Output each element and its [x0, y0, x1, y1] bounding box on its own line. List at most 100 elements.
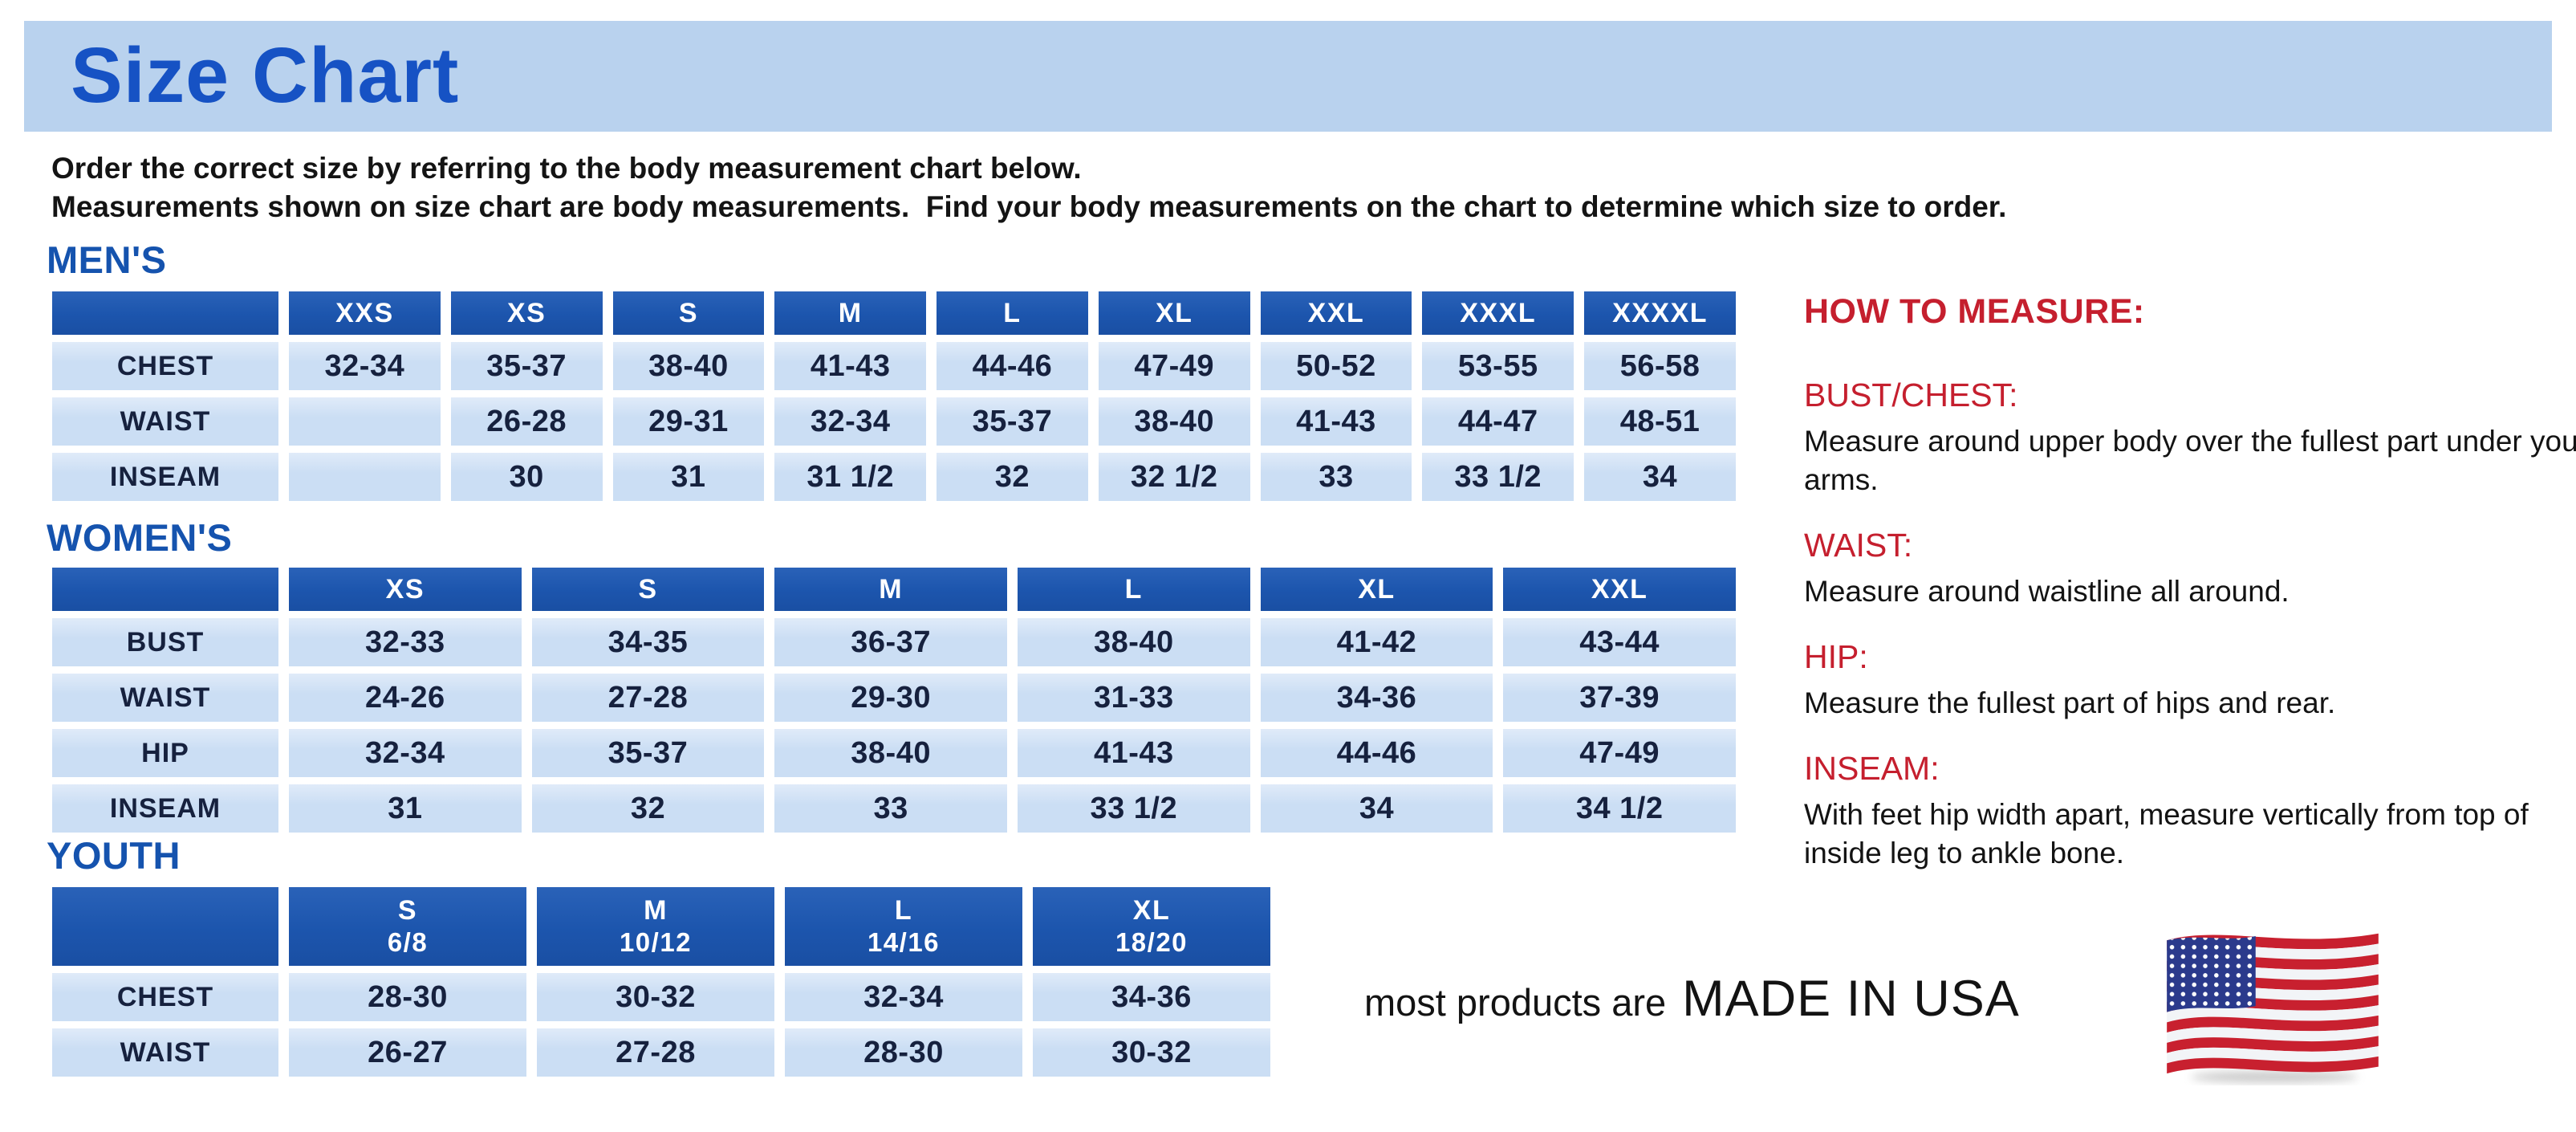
mens-data-cell: 38-40	[612, 342, 765, 390]
womens-data-cell: 31-33	[1017, 674, 1250, 722]
womens-data-cell: 36-37	[774, 618, 1007, 666]
size-letter: XL	[1132, 895, 1171, 926]
womens-data-cell: 27-28	[531, 674, 765, 722]
mens-column-header: M	[774, 291, 927, 335]
measure-section-inseam: INSEAM: With feet hip width apart, measu…	[1804, 750, 2576, 873]
measure-section-waist: WAIST: Measure around waistline all arou…	[1804, 527, 2576, 611]
mens-table-row: WAIST 26-28 29-31 32-34 35-37 38-40 41-43 44-47…	[52, 397, 1736, 446]
flag-stripe	[2167, 933, 2379, 951]
mens-data-cell: 32-34	[289, 342, 441, 390]
youth-table-row: WAIST 26-27 27-28 28-30 30-32	[52, 1028, 1270, 1077]
womens-data-cell: 37-39	[1503, 674, 1736, 722]
youth-data-cell: 30-32	[537, 973, 774, 1021]
womens-data-cell: 35-37	[531, 729, 765, 777]
flag-stars	[2167, 935, 2256, 1012]
size-range: 14/16	[867, 926, 941, 957]
measure-section-text: Measure around upper body over the fulle…	[1804, 425, 2576, 496]
mens-column-header: XXXXL	[1584, 291, 1736, 335]
mens-size-table-container: XXS XS S M L XL XXL XXXL XXXXL CHEST 32-34 35-37 38-…	[42, 284, 1746, 508]
mens-data-cell: 38-40	[1098, 397, 1250, 446]
size-range: 18/20	[1115, 926, 1188, 957]
youth-data-cell: 28-30	[785, 1028, 1022, 1077]
mens-data-cell: 32-34	[774, 397, 927, 446]
mens-row-label: INSEAM	[52, 453, 278, 501]
size-range: 10/12	[619, 926, 693, 957]
measure-section-hip: HIP: Measure the fullest part of hips an…	[1804, 638, 2576, 723]
mens-column-header: XXXL	[1422, 291, 1574, 335]
page-title: Size Chart	[71, 31, 460, 119]
mens-data-cell: 32	[937, 453, 1088, 501]
youth-table-row: CHEST 28-30 30-32 32-34 34-36	[52, 973, 1270, 1021]
womens-column-header: XL	[1260, 568, 1493, 611]
womens-table-row: HIP 32-34 35-37 38-40 41-43 44-46 47-49	[52, 729, 1736, 777]
womens-data-cell: 41-42	[1260, 618, 1493, 666]
womens-data-cell: 47-49	[1503, 729, 1736, 777]
youth-row-label: CHEST	[52, 973, 278, 1021]
youth-data-cell: 27-28	[537, 1028, 774, 1077]
womens-column-header: XXL	[1503, 568, 1736, 611]
mens-data-cell: 35-37	[450, 342, 603, 390]
mens-column-header: L	[937, 291, 1088, 335]
mens-column-header: XXL	[1260, 291, 1412, 335]
made-in-usa-prefix: most products are	[1364, 981, 1667, 1024]
womens-data-cell: 32	[531, 784, 765, 833]
how-to-measure-panel: HOW TO MEASURE: BUST/CHEST: Measure arou…	[1804, 292, 2576, 873]
youth-size-table: S 6/8 M 10/12 L 14/16 XL 18/20 CHEST 28-30 30-32 32…	[42, 880, 1281, 1084]
mens-data-cell: 44-46	[937, 342, 1088, 390]
youth-data-cell: 26-27	[289, 1028, 526, 1077]
mens-data-cell	[289, 397, 441, 446]
womens-column-header: XS	[289, 568, 522, 611]
womens-table-row: WAIST 24-26 27-28 29-30 31-33 34-36 37-39	[52, 674, 1736, 722]
youth-data-cell: 34-36	[1033, 973, 1270, 1021]
womens-column-header: S	[531, 568, 765, 611]
intro-line-2: Measurements shown on size chart are bod…	[51, 190, 2007, 223]
womens-table-corner-cell	[52, 568, 278, 611]
us-flag-icon	[2167, 933, 2379, 1083]
mens-row-label: CHEST	[52, 342, 278, 390]
womens-row-label: WAIST	[52, 674, 278, 722]
size-letter: L	[894, 895, 913, 926]
how-to-measure-heading: HOW TO MEASURE:	[1804, 292, 2145, 331]
section-heading-mens: MEN'S	[47, 238, 167, 281]
size-range: 6/8	[387, 926, 429, 957]
measure-section-text: Measure the fullest part of hips and rea…	[1804, 686, 2336, 719]
youth-column-header: L 14/16	[785, 887, 1022, 966]
size-letter: S	[397, 895, 418, 926]
womens-row-label: INSEAM	[52, 784, 278, 833]
womens-data-cell: 34-35	[531, 618, 765, 666]
youth-row-label: WAIST	[52, 1028, 278, 1077]
womens-data-cell: 29-30	[774, 674, 1007, 722]
youth-column-header: M 10/12	[537, 887, 774, 966]
title-banner: Size Chart	[24, 21, 2552, 132]
womens-row-label: HIP	[52, 729, 278, 777]
womens-row-label: BUST	[52, 618, 278, 666]
mens-size-table: XXS XS S M L XL XXL XXXL XXXXL CHEST 32-34 35-37 38-…	[42, 284, 1746, 508]
flag-shadow	[2190, 1070, 2359, 1083]
flag-stripe	[2167, 1046, 2379, 1064]
mens-column-header: XXS	[289, 291, 441, 335]
mens-column-header: S	[612, 291, 765, 335]
mens-data-cell: 35-37	[937, 397, 1088, 446]
measure-section-label: HIP:	[1804, 638, 1868, 675]
youth-data-cell: 30-32	[1033, 1028, 1270, 1077]
womens-data-cell: 24-26	[289, 674, 522, 722]
womens-data-cell: 34-36	[1260, 674, 1493, 722]
womens-data-cell: 38-40	[774, 729, 1007, 777]
womens-data-cell: 32-34	[289, 729, 522, 777]
mens-data-cell: 41-43	[774, 342, 927, 390]
intro-text: Order the correct size by referring to t…	[51, 149, 2006, 226]
youth-size-table-container: S 6/8 M 10/12 L 14/16 XL 18/20 CHEST 28-30 30-32 32…	[42, 880, 1281, 1084]
flag-stripe	[2167, 1036, 2379, 1053]
flag-stripe	[2167, 1056, 2379, 1074]
womens-data-cell: 34	[1260, 784, 1493, 833]
mens-data-cell: 44-47	[1422, 397, 1574, 446]
measure-section-label: INSEAM:	[1804, 750, 1940, 787]
mens-data-cell: 30	[450, 453, 603, 501]
measure-section-label: WAIST:	[1804, 527, 1913, 564]
mens-data-cell: 50-52	[1260, 342, 1412, 390]
mens-table-row: CHEST 32-34 35-37 38-40 41-43 44-46 47-49 50-52…	[52, 342, 1736, 390]
mens-table-row: INSEAM 30 31 31 1/2 32 32 1/2 33 33 1/2 34	[52, 453, 1736, 501]
mens-data-cell: 48-51	[1584, 397, 1736, 446]
womens-size-table: XS S M L XL XXL BUST 32-33 34-35 36-37 38-40 41-42 4…	[42, 560, 1746, 840]
womens-column-header: M	[774, 568, 1007, 611]
